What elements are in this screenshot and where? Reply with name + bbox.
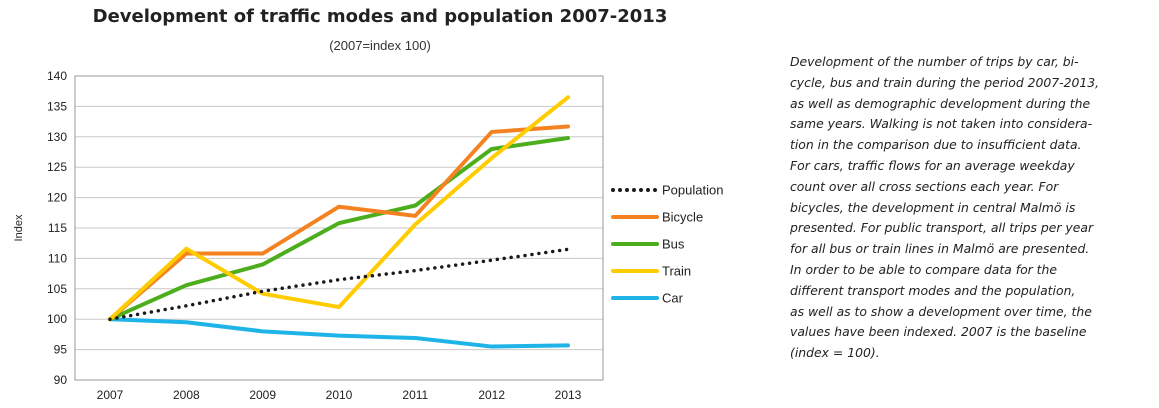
y-tick-label: 105 — [47, 282, 67, 296]
series-line-population — [108, 247, 570, 321]
legend-label: Bus — [662, 237, 685, 252]
series-line-train — [108, 95, 570, 322]
x-tick-label: 2007 — [97, 388, 124, 402]
y-tick-label: 95 — [54, 343, 68, 357]
legend-item: Car — [611, 291, 684, 306]
x-tick-label: 2013 — [555, 388, 582, 402]
description-text: Development of the number of trips by ca… — [790, 52, 1150, 364]
chart-subtitle: (2007=index 100) — [329, 38, 431, 53]
y-tick-label: 130 — [47, 130, 67, 144]
chart-title: Development of traffic modes and populat… — [92, 6, 668, 27]
description-line: count over all cross sections each year.… — [790, 178, 1059, 194]
line-chart: 90 95 100 105 110 115 120 125 130 135 140 2007 2008 2… — [13, 69, 723, 402]
x-tick-label: 2011 — [402, 388, 428, 402]
series-layer — [108, 95, 570, 349]
y-tick-label: 120 — [47, 191, 67, 205]
description-line: In order to be able to compare data for … — [790, 261, 1058, 277]
description-line: as well as demographic development durin… — [790, 95, 1091, 111]
description-line: tion in the comparison due to insufficie… — [790, 137, 1082, 153]
legend-item: Population — [611, 183, 723, 198]
legend-item: Bus — [611, 237, 685, 252]
y-tick-label: 110 — [48, 251, 67, 265]
y-tick-label: 115 — [48, 221, 67, 235]
description-line: For cars, traffic flows for an average w… — [790, 157, 1075, 173]
y-tick-label: 135 — [47, 99, 67, 113]
y-tick-label: 125 — [47, 160, 67, 174]
description-line: values have been indexed. 2007 is the ba… — [790, 324, 1087, 340]
series-line-car — [108, 317, 570, 349]
description-line: for all bus or train lines in Malmö are … — [790, 241, 1090, 257]
x-tick-label: 2012 — [478, 388, 505, 402]
legend: Population Bicycle Bus Train Car — [611, 183, 723, 306]
y-tick-label: 90 — [54, 373, 68, 387]
x-tick-label: 2010 — [326, 388, 353, 402]
y-axis-label: Index — [13, 214, 25, 241]
legend-item: Train — [611, 264, 691, 279]
series-line-bus — [108, 136, 570, 322]
legend-label: Bicycle — [662, 210, 703, 225]
description-line: presented. For public transport, all tri… — [790, 220, 1094, 236]
x-tick-label: 2009 — [249, 388, 276, 402]
x-tick-label: 2008 — [173, 388, 200, 402]
description-line: as well as to show a development over ti… — [790, 303, 1092, 319]
y-tick-label: 140 — [47, 69, 67, 83]
description-line: Development of the number of trips by ca… — [790, 54, 1079, 69]
legend-label: Car — [662, 291, 684, 306]
legend-item: Bicycle — [611, 210, 703, 225]
axis-layer: 90 95 100 105 110 115 120 125 130 135 140 2007 2008 2… — [13, 69, 604, 402]
legend-label: Population — [662, 183, 723, 198]
series-line-bicycle — [108, 124, 570, 322]
description-line: same years. Walking is not taken into co… — [790, 116, 1093, 132]
description-line: (index = 100). — [790, 345, 880, 361]
description-line: different transport modes and the popula… — [790, 282, 1076, 298]
y-tick-label: 100 — [47, 312, 67, 326]
plot-border — [74, 75, 604, 381]
description-line: bicycles, the development in central Mal… — [790, 199, 1076, 215]
description-line: cycle, bus and train during the period 2… — [790, 74, 1100, 90]
legend-label: Train — [662, 264, 691, 279]
